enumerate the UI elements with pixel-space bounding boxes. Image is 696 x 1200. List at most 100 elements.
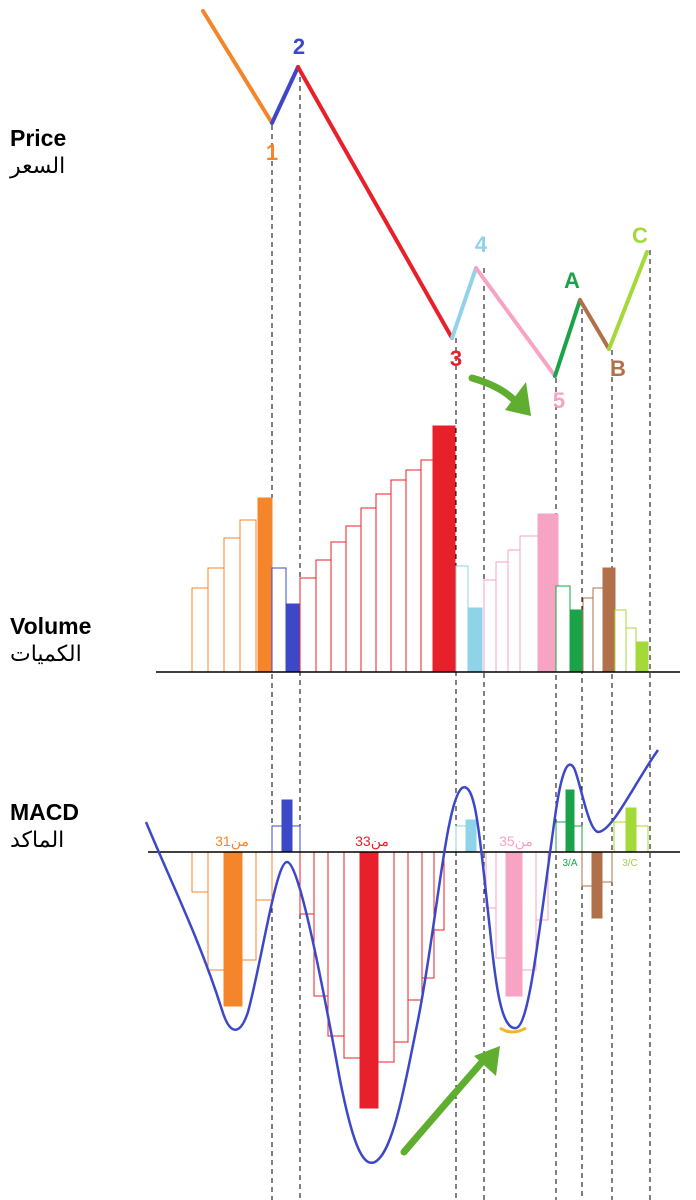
- macd-bar-26: [555, 821, 567, 853]
- wave-label-b: B: [610, 356, 626, 381]
- wave-labels: 1 2 3 4 5 A B C: [266, 34, 648, 413]
- macd-label-w3: 3من3: [355, 833, 389, 850]
- volume-bar-17: [432, 425, 456, 673]
- macd-bar-13: [359, 851, 379, 1109]
- volume-bar-29: [602, 567, 616, 673]
- price-waves: [201, 9, 649, 378]
- volume-bar-18: [455, 565, 469, 673]
- volume-bar-7: [285, 603, 301, 673]
- volume-bar-12: [360, 507, 377, 673]
- price-arrow-head: [505, 382, 531, 416]
- volume-bar-19: [467, 607, 483, 673]
- macd-histogram: [191, 789, 649, 1109]
- macd-bar-34: [635, 825, 649, 853]
- macd-label-en: MACD: [10, 799, 79, 825]
- volume-bar-22: [507, 549, 521, 673]
- price-wave-3: [296, 65, 454, 340]
- price-wave-b: [578, 298, 611, 351]
- wave-label-a: A: [564, 268, 580, 293]
- price-arrow-curve: [468, 374, 518, 404]
- macd-labels: 3من1 3من3 3من5 3/A 3/C: [215, 833, 638, 869]
- macd-bar-15: [393, 851, 409, 1043]
- volume-bar-1: [191, 587, 209, 673]
- wave-label-3: 3: [450, 346, 462, 371]
- volume-bar-27: [582, 597, 594, 673]
- volume-section-label: Volume الكميات: [10, 612, 91, 668]
- macd-bar-9: [299, 851, 315, 915]
- macd-arrow-curve: [400, 1058, 486, 1156]
- macd-bar-22: [495, 851, 507, 959]
- macd-bar-29: [581, 851, 593, 887]
- macd-bar-27: [565, 789, 575, 853]
- macd-bar-28: [573, 825, 583, 853]
- volume-bar-2: [207, 567, 225, 673]
- macd-bar-30: [591, 851, 603, 919]
- volume-label-ar: الكميات: [10, 641, 82, 666]
- volume-bar-9: [315, 559, 332, 673]
- volume-bar-28: [592, 587, 604, 673]
- price-wave-5: [474, 266, 557, 378]
- macd-section-label: MACD الماكد: [10, 798, 79, 854]
- macd-bar-24: [521, 851, 537, 971]
- volume-bar-16: [420, 459, 434, 673]
- volume-bar-10: [330, 541, 347, 673]
- macd-bar-23: [505, 851, 523, 997]
- volume-bar-15: [405, 469, 422, 673]
- volume-bar-8: [299, 577, 317, 673]
- macd-bar-3: [223, 851, 243, 1007]
- macd-bar-1: [191, 851, 209, 893]
- macd-label-wc: 3/C: [622, 858, 638, 869]
- volume-bar-23: [519, 535, 539, 673]
- macd-divergence-marker: [499, 1026, 527, 1034]
- macd-bar-2: [207, 851, 225, 971]
- price-wave-1: [201, 9, 274, 125]
- volume-label-en: Volume: [10, 613, 92, 639]
- macd-bar-12: [343, 851, 361, 1059]
- price-wave-c: [607, 250, 649, 351]
- volume-bar-13: [375, 493, 392, 673]
- price-wave-a: [553, 298, 582, 378]
- volume-bar-20: [483, 579, 497, 673]
- macd-arrow-head: [474, 1046, 500, 1076]
- macd-bar-14: [377, 851, 395, 1063]
- volume-bar-32: [635, 641, 649, 673]
- volume-bar-25: [555, 585, 571, 673]
- macd-bar-16: [407, 851, 423, 1001]
- volume-bar-3: [223, 537, 241, 673]
- price-label-en: Price: [10, 125, 67, 151]
- volume-bar-14: [390, 479, 407, 673]
- volume-bar-26: [569, 609, 584, 673]
- price-section-label: Price السعر: [10, 124, 66, 180]
- volume-bar-21: [495, 561, 509, 673]
- price-wave-2: [270, 65, 300, 125]
- volume-bar-31: [625, 627, 637, 673]
- volume-bar-30: [614, 609, 627, 673]
- macd-bar-32: [613, 821, 627, 853]
- volume-bar-24: [537, 513, 559, 673]
- volume-bar-4: [239, 519, 257, 673]
- wave-label-4: 4: [475, 232, 488, 257]
- volume-bar-11: [345, 525, 362, 673]
- price-wave-4: [450, 266, 478, 340]
- macd-bar-5: [255, 851, 273, 901]
- macd-bar-31: [601, 851, 613, 883]
- macd-bar-7: [281, 799, 293, 853]
- macd-bar-8: [291, 825, 301, 853]
- macd-bar-4: [241, 851, 257, 961]
- macd-bar-19: [455, 825, 467, 853]
- macd-label-w1: 3من1: [215, 833, 249, 850]
- volume-bar-6: [271, 567, 287, 673]
- wave-label-1: 1: [266, 140, 278, 165]
- wave-label-5: 5: [553, 388, 565, 413]
- wave-label-c: C: [632, 223, 648, 248]
- macd-label-ar: الماكد: [10, 827, 65, 852]
- macd-bar-33: [625, 807, 637, 853]
- volume-bar-5: [257, 497, 273, 673]
- macd-bar-20: [465, 819, 477, 853]
- macd-line: [144, 749, 660, 1165]
- wave-label-2: 2: [293, 34, 305, 59]
- price-label-ar: السعر: [10, 153, 66, 178]
- macd-label-w5: 3من5: [499, 833, 533, 850]
